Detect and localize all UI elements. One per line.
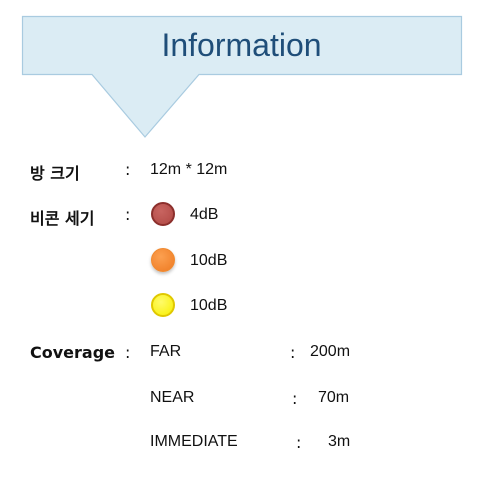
coverage-immediate-label: IMMEDIATE — [150, 433, 238, 450]
callout-banner — [21, 15, 463, 138]
coverage-near-label: NEAR — [150, 389, 195, 406]
coverage-far-value: 200m — [310, 343, 351, 360]
beacon-level-value: 4dB — [190, 206, 219, 223]
room-size-value: 12m * 12m — [150, 161, 228, 178]
coverage-immediate-colon: : — [296, 433, 302, 452]
yellow-dot-icon — [151, 293, 175, 317]
coverage-colon: : — [125, 343, 131, 362]
beacon-level-value: 10dB — [190, 252, 228, 269]
beacon-level-value: 10dB — [190, 297, 228, 314]
coverage-near-value: 70m — [318, 389, 350, 406]
coverage-near-colon: : — [292, 389, 298, 408]
dark-red-dot-icon — [151, 202, 175, 226]
page-title: Information — [161, 26, 322, 63]
room-size-label: 방 크기 — [30, 164, 80, 183]
coverage-far-colon: : — [290, 343, 296, 362]
beacon-strength-label: 비콘 세기 — [30, 209, 95, 228]
coverage-immediate-value: 3m — [328, 433, 351, 450]
coverage-label: Coverage — [30, 343, 116, 362]
orange-dot-icon — [151, 248, 175, 272]
coverage-far-label: FAR — [150, 343, 182, 360]
room-size-colon: : — [125, 160, 131, 179]
beacon-strength-colon: : — [125, 205, 131, 224]
